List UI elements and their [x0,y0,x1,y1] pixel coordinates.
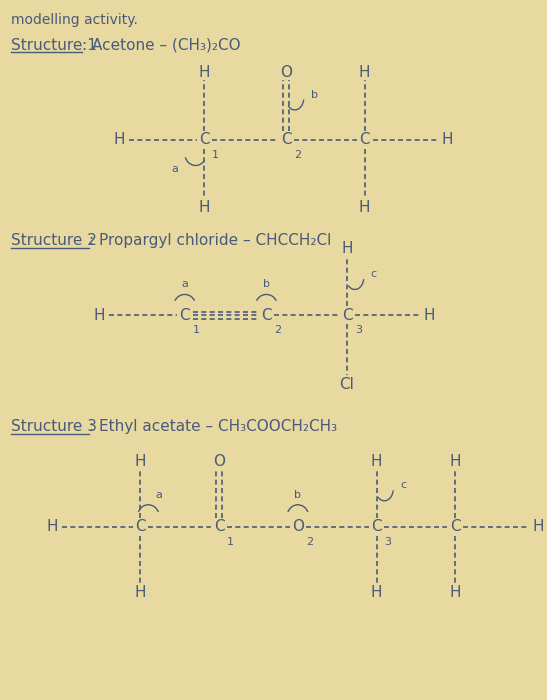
Text: C: C [135,519,146,534]
Text: H: H [450,584,461,600]
Text: H: H [441,132,453,147]
Text: H: H [199,199,210,215]
Text: 1: 1 [212,150,219,160]
Text: C: C [199,132,210,147]
Text: : Propargyl chloride – CHCCH₂Cl: : Propargyl chloride – CHCCH₂Cl [89,233,331,248]
Text: C: C [371,519,382,534]
Text: C: C [261,308,272,323]
Text: b: b [294,490,301,500]
Text: Structure 3: Structure 3 [10,419,97,435]
Text: 3: 3 [385,536,392,547]
Text: H: H [113,132,125,147]
Text: H: H [450,454,461,468]
Text: H: H [94,308,105,323]
Text: Cl: Cl [340,377,354,392]
Text: : Acetone – (CH₃)₂CO: : Acetone – (CH₃)₂CO [83,38,241,52]
Text: a: a [171,164,178,174]
Text: 1: 1 [193,326,200,335]
Text: H: H [46,519,57,534]
Text: 2: 2 [294,150,301,160]
Text: 3: 3 [355,326,362,335]
Text: 2: 2 [306,536,313,547]
Text: modelling activity.: modelling activity. [10,13,137,27]
Text: H: H [199,64,210,80]
Text: c: c [371,269,377,279]
Text: H: H [532,519,544,534]
Text: 2: 2 [274,326,281,335]
Text: H: H [359,199,370,215]
Text: 1: 1 [227,536,234,547]
Text: H: H [359,64,370,80]
Text: H: H [341,241,353,256]
Text: C: C [342,308,352,323]
Text: O: O [213,454,225,468]
Text: : Ethyl acetate – CH₃COOCH₂CH₃: : Ethyl acetate – CH₃COOCH₂CH₃ [89,419,337,435]
Text: Structure 2: Structure 2 [10,233,96,248]
Text: b: b [263,279,270,290]
Text: H: H [135,454,146,468]
Text: c: c [400,480,406,490]
Text: H: H [371,584,382,600]
Text: b: b [311,90,318,100]
Text: O: O [280,64,292,80]
Text: a: a [156,490,162,500]
Text: Structure 1: Structure 1 [10,38,96,52]
Text: C: C [359,132,370,147]
Text: C: C [214,519,224,534]
Text: H: H [371,454,382,468]
Text: C: C [179,308,190,323]
Text: C: C [450,519,461,534]
Text: H: H [424,308,435,323]
Text: C: C [281,132,292,147]
Text: H: H [135,584,146,600]
Text: a: a [181,279,188,290]
Text: O: O [292,519,304,534]
